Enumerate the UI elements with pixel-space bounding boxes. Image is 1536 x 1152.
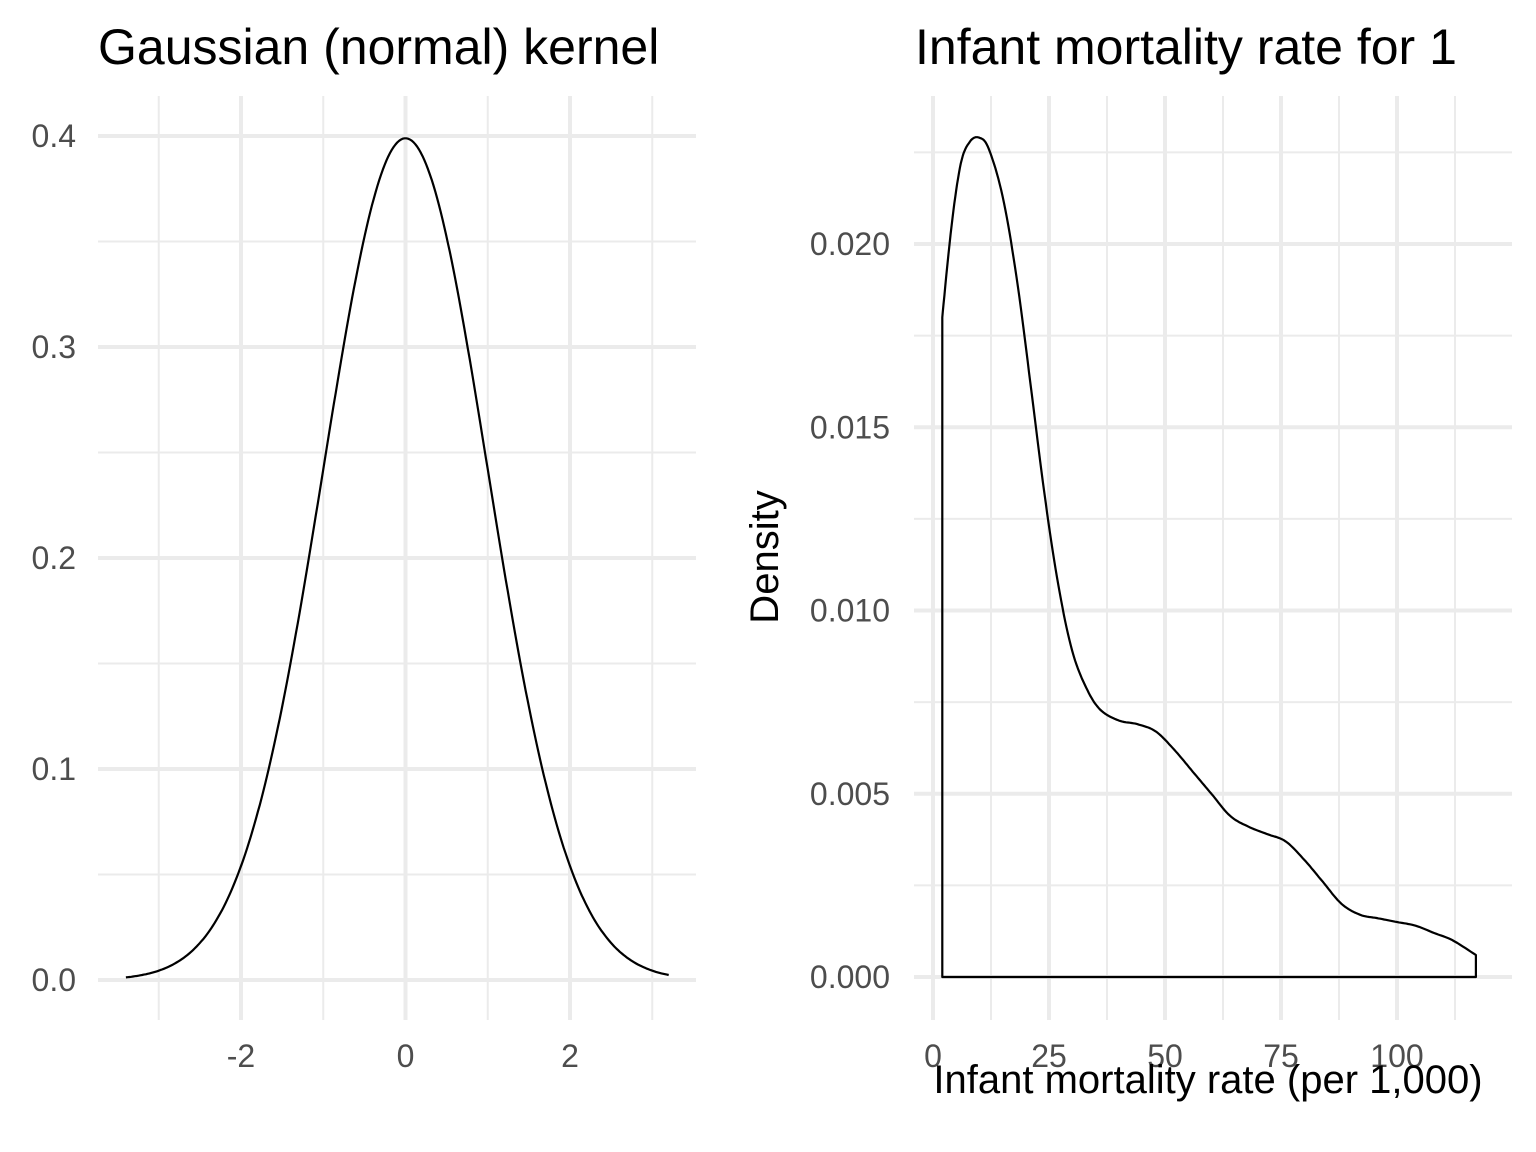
infant-x-ticks: 0 25 50 75 100	[924, 1038, 1424, 1074]
infant-x-tick-label: 75	[1263, 1038, 1299, 1074]
gaussian-series	[125, 137, 669, 979]
gaussian-x-tick-label: 0	[397, 1038, 415, 1074]
gaussian-y-tick-label: 0.4	[32, 118, 76, 154]
gaussian-kernel-title: Gaussian (normal) kernel	[98, 19, 659, 75]
gaussian-kernel-panel: Gaussian (normal) kernel 0.0 0.1 0.2 0.3 0.4…	[32, 19, 696, 1074]
gaussian-x-tick-label: 2	[561, 1038, 579, 1074]
infant-density-curve	[941, 136, 1477, 979]
x-axis-title: Infant mortality rate (per 1,000)	[933, 1058, 1482, 1102]
gaussian-y-tick-label: 0.2	[32, 540, 76, 576]
y-axis-title: Density	[743, 490, 787, 623]
infant-x-tick-label: 0	[924, 1038, 942, 1074]
gaussian-y-tick-label: 0.1	[32, 751, 76, 787]
infant-series	[941, 136, 1477, 979]
gaussian-x-ticks: -2 0 2	[227, 1038, 579, 1074]
gaussian-y-tick-label: 0.3	[32, 329, 76, 365]
infant-mortality-title: Infant mortality rate for 1	[915, 19, 1457, 75]
infant-x-tick-label: 25	[1031, 1038, 1067, 1074]
gaussian-y-ticks: 0.0 0.1 0.2 0.3 0.4	[32, 118, 76, 998]
infant-y-ticks: 0.000 0.005 0.010 0.015 0.020	[810, 226, 890, 995]
infant-y-tick-label: 0.005	[810, 776, 890, 812]
infant-y-tick-label: 0.020	[810, 226, 890, 262]
infant-x-tick-label: 100	[1370, 1038, 1423, 1074]
gaussian-y-tick-label: 0.0	[32, 962, 76, 998]
infant-y-tick-label: 0.000	[810, 959, 890, 995]
infant-major-grid	[914, 96, 1512, 1020]
infant-y-tick-label: 0.010	[810, 593, 890, 629]
gaussian-density-curve	[125, 137, 669, 979]
gaussian-major-grid	[98, 96, 696, 1020]
gaussian-x-tick-label: -2	[227, 1038, 255, 1074]
infant-mortality-panel: Infant mortality rate for 1 0.0000.0050.…	[743, 19, 1512, 1102]
infant-x-tick-label: 50	[1147, 1038, 1183, 1074]
infant-y-tick-label: 0.015	[810, 409, 890, 445]
infant-minor-grid	[914, 96, 1512, 1020]
